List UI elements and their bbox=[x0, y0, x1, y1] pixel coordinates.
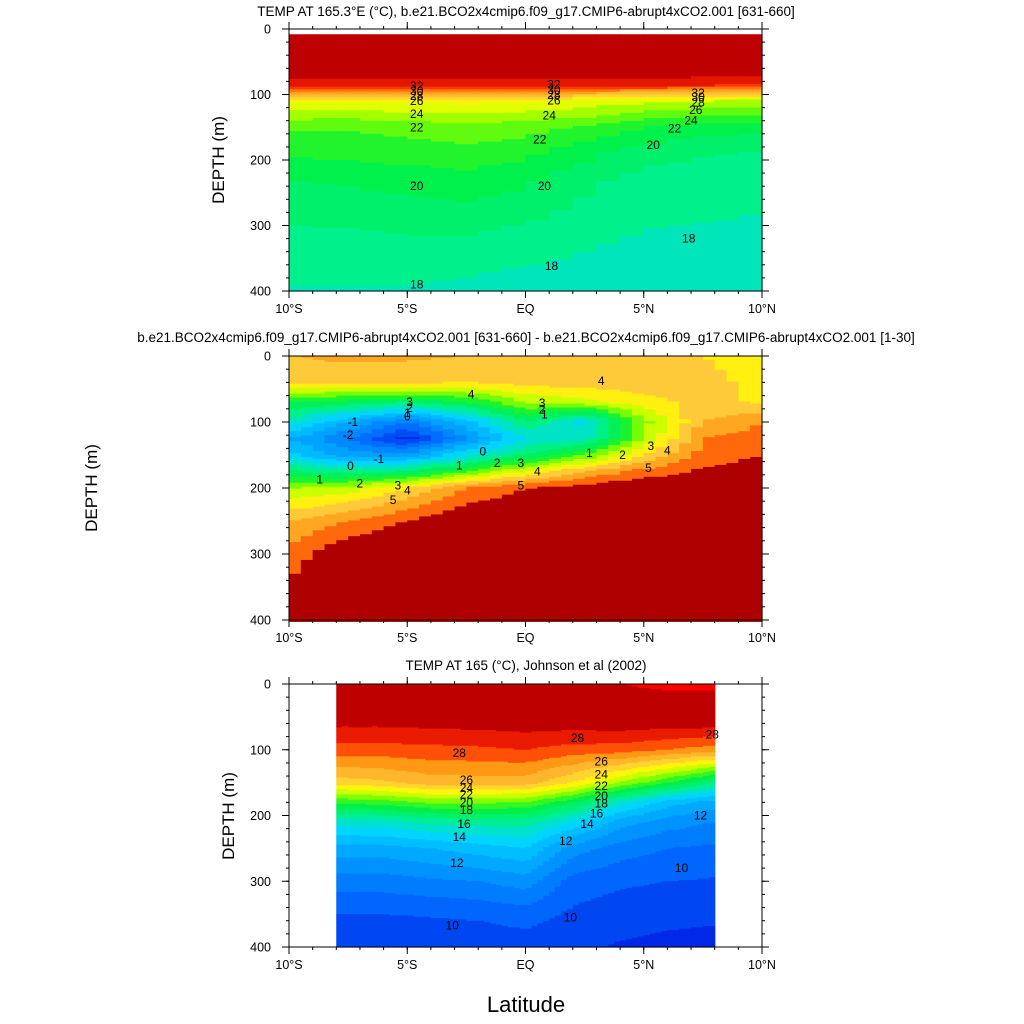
panel-top-ylabel: DEPTH (m) bbox=[209, 116, 228, 204]
panel-top-title: TEMP AT 165.3°E (°C), b.e21.BCO2x4cmip6.… bbox=[257, 4, 795, 19]
contour-label: 18 bbox=[545, 259, 559, 273]
x-tick-label: 10°S bbox=[275, 302, 302, 316]
x-tick-label: 10°N bbox=[748, 302, 776, 316]
panel-top: TEMP AT 165.3°E (°C), b.e21.BCO2x4cmip6.… bbox=[209, 4, 795, 316]
panel-middle-title: b.e21.BCO2x4cmip6.f09_g17.CMIP6-abrupt4x… bbox=[137, 330, 914, 345]
contour-label: 26 bbox=[547, 93, 561, 107]
panel-top-field bbox=[289, 34, 763, 291]
x-tick-label: EQ bbox=[516, 302, 534, 316]
figure-canvas: TEMP AT 165.3°E (°C), b.e21.BCO2x4cmip6.… bbox=[0, 0, 1024, 1024]
contour-label: 18 bbox=[410, 277, 424, 291]
x-tick-label: 5°S bbox=[397, 302, 417, 316]
y-tick-label: 400 bbox=[250, 285, 271, 299]
contour-label: 24 bbox=[684, 114, 698, 128]
y-tick-label: 300 bbox=[250, 219, 271, 233]
contour-label: 18 bbox=[682, 232, 696, 246]
contour-label: 20 bbox=[538, 179, 552, 193]
contour-label: 20 bbox=[410, 179, 424, 193]
contour-label: 24 bbox=[410, 107, 424, 121]
y-tick-label: 100 bbox=[250, 88, 271, 102]
y-tick-label: 0 bbox=[264, 23, 271, 37]
x-tick-label: 5°N bbox=[633, 302, 654, 316]
contour-label: 22 bbox=[410, 120, 424, 134]
contour-label: 22 bbox=[668, 122, 682, 136]
y-tick-label: 200 bbox=[250, 154, 271, 168]
contour-label: 24 bbox=[543, 109, 557, 123]
contour-label: 26 bbox=[410, 94, 424, 108]
panel-middle: b.e21.BCO2x4cmip6.f09_g17.CMIP6-abrupt4x… bbox=[82, 330, 915, 645]
contour-label: 22 bbox=[533, 133, 547, 147]
contour-label: 20 bbox=[647, 138, 661, 152]
